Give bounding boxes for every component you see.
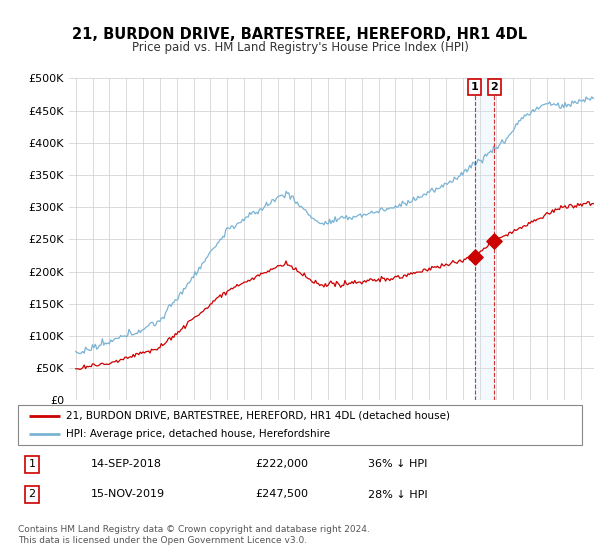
Point xyxy=(470,253,479,262)
FancyBboxPatch shape xyxy=(18,405,582,445)
Text: 15-NOV-2019: 15-NOV-2019 xyxy=(91,489,166,500)
Text: 36% ↓ HPI: 36% ↓ HPI xyxy=(368,459,427,469)
Point xyxy=(490,236,499,245)
Text: 14-SEP-2018: 14-SEP-2018 xyxy=(91,459,163,469)
Text: Price paid vs. HM Land Registry's House Price Index (HPI): Price paid vs. HM Land Registry's House … xyxy=(131,40,469,54)
Text: £247,500: £247,500 xyxy=(255,489,308,500)
Text: 21, BURDON DRIVE, BARTESTREE, HEREFORD, HR1 4DL: 21, BURDON DRIVE, BARTESTREE, HEREFORD, … xyxy=(73,27,527,42)
Text: £222,000: £222,000 xyxy=(255,459,308,469)
Text: Contains HM Land Registry data © Crown copyright and database right 2024.
This d: Contains HM Land Registry data © Crown c… xyxy=(18,525,370,545)
Text: 1: 1 xyxy=(29,459,35,469)
Text: HPI: Average price, detached house, Herefordshire: HPI: Average price, detached house, Here… xyxy=(66,430,330,439)
Text: 2: 2 xyxy=(491,82,498,92)
Text: 1: 1 xyxy=(471,82,479,92)
Text: 28% ↓ HPI: 28% ↓ HPI xyxy=(368,489,427,500)
Text: 2: 2 xyxy=(29,489,35,500)
Bar xyxy=(475,78,494,400)
Text: 21, BURDON DRIVE, BARTESTREE, HEREFORD, HR1 4DL (detached house): 21, BURDON DRIVE, BARTESTREE, HEREFORD, … xyxy=(66,411,450,421)
